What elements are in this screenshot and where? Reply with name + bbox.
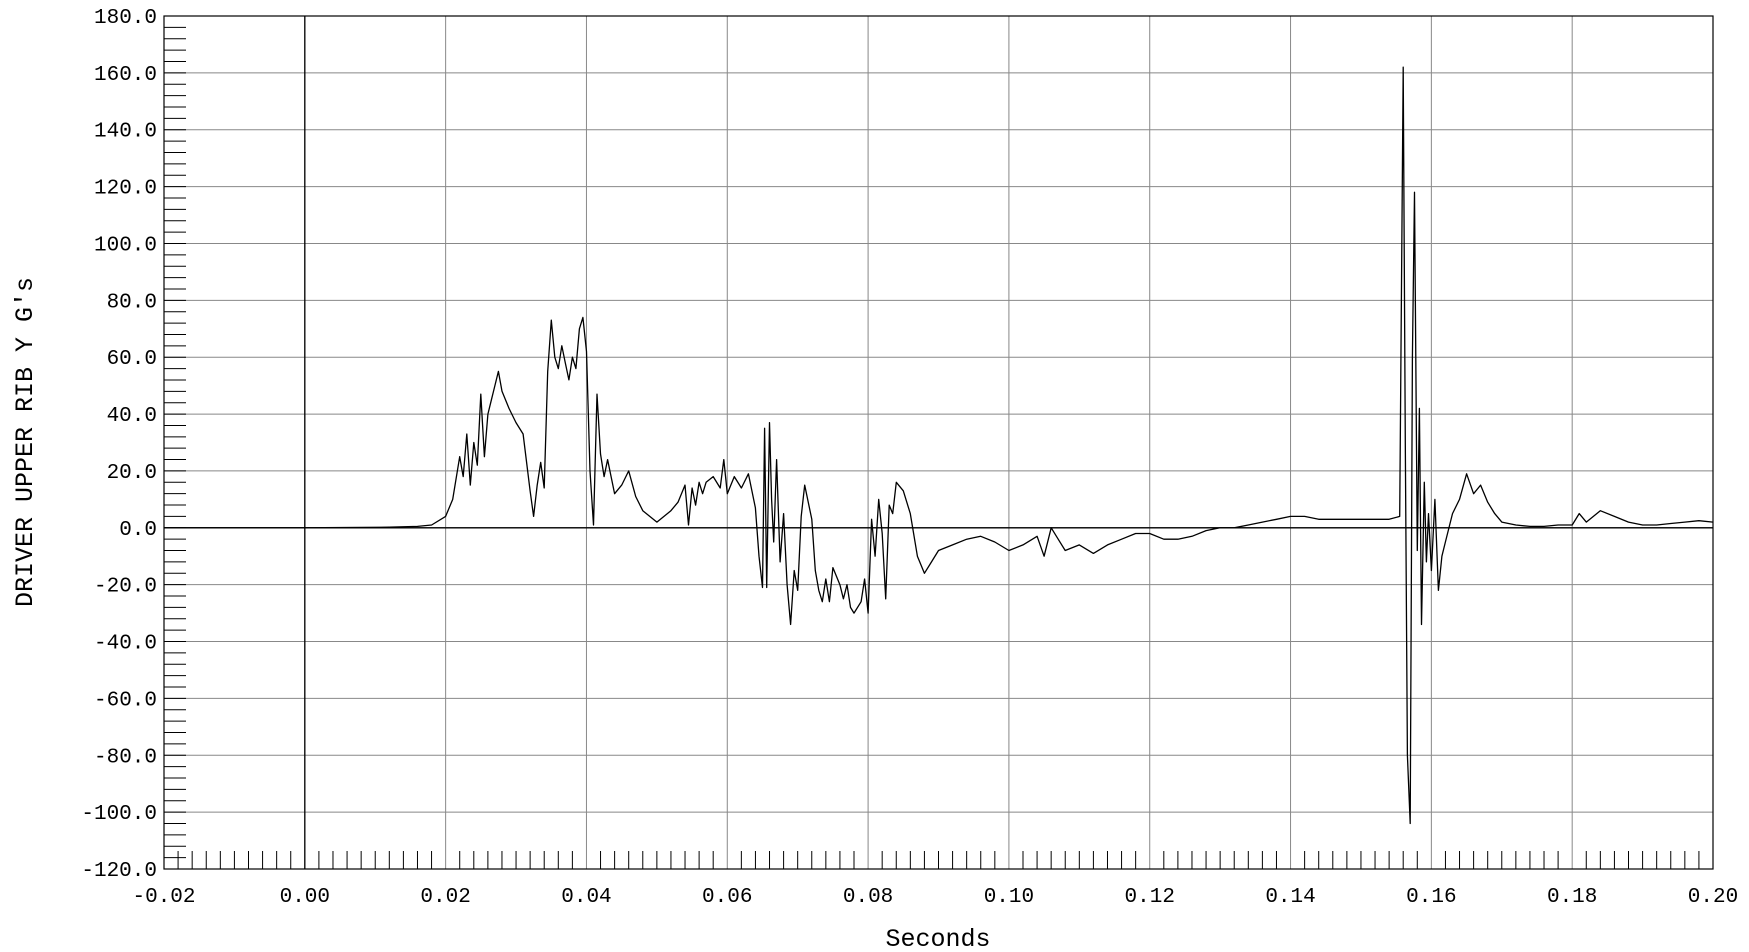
plot-background — [164, 16, 1713, 869]
y-tick-label: -20.0 — [94, 576, 157, 599]
x-tick-label: 0.10 — [984, 886, 1034, 909]
y-tick-label: 20.0 — [107, 462, 157, 485]
y-tick-label: -120.0 — [81, 860, 157, 883]
x-tick-label: 0.14 — [1265, 886, 1315, 909]
x-tick-label: 0.06 — [702, 886, 752, 909]
minor-ticks — [164, 15, 1700, 870]
y-tick-labels: 180.0 160.0 140.0 120.0 100.0 80.0 60.0 40.0 20.… — [81, 7, 157, 883]
x-tick-labels: -0.02 0.00 0.02 0.04 0.06 0.08 0.10 0.12 0.14 0.1… — [132, 886, 1738, 909]
y-tick-label: 60.0 — [107, 348, 157, 371]
x-tick-label: 0.02 — [420, 886, 470, 909]
grid-lines — [164, 16, 1713, 869]
x-tick-label: 0.20 — [1688, 886, 1738, 909]
x-tick-label: 0.08 — [843, 886, 893, 909]
x-tick-label: 0.00 — [280, 886, 330, 909]
y-tick-label: 120.0 — [94, 178, 157, 201]
y-tick-label: 0.0 — [119, 519, 157, 542]
y-axis-title: DRIVER UPPER RIB Y G's — [11, 277, 40, 607]
series-line — [164, 66, 1714, 825]
x-tick-label: -0.02 — [132, 886, 195, 909]
x-tick-label: 0.18 — [1547, 886, 1597, 909]
y-tick-label: 100.0 — [94, 234, 157, 257]
x-axis-title: Seconds — [885, 925, 990, 952]
y-tick-label: -100.0 — [81, 803, 157, 826]
y-tick-label: 160.0 — [94, 64, 157, 87]
y-tick-label: -80.0 — [94, 746, 157, 769]
y-tick-label: 40.0 — [107, 405, 157, 428]
y-tick-label: -40.0 — [94, 633, 157, 656]
plot-frame — [163, 15, 1714, 870]
y-tick-label: 180.0 — [94, 7, 157, 30]
x-tick-label: 0.12 — [1125, 886, 1175, 909]
y-tick-label: 140.0 — [94, 121, 157, 144]
x-tick-label: 0.16 — [1406, 886, 1456, 909]
y-tick-label: 80.0 — [107, 291, 157, 314]
x-tick-label: 0.04 — [561, 886, 611, 909]
series-layer — [164, 66, 1714, 825]
y-tick-label: -60.0 — [94, 689, 157, 712]
zero-lines — [164, 16, 1713, 869]
